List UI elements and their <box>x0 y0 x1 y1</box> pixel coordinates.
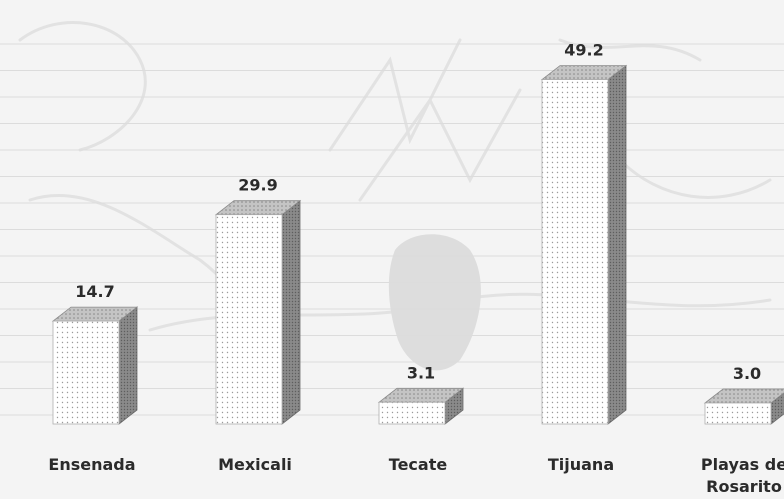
bar-top <box>703 388 784 404</box>
value-label: 49.2 <box>564 41 603 60</box>
bar <box>540 64 628 425</box>
category-label: Mexicali <box>218 455 292 474</box>
category-label: Tecate <box>389 455 448 474</box>
value-label: 29.9 <box>238 176 277 195</box>
bar-side <box>607 64 627 425</box>
bar-front <box>52 320 120 425</box>
value-label: 3.1 <box>407 363 435 382</box>
bar-side <box>118 306 138 425</box>
category-labels: Ensenada Mexicali Tecate Tijuana Playas de Ro… <box>48 455 784 496</box>
bar-front <box>541 79 609 425</box>
category-label: Rosarito <box>706 477 782 496</box>
category-label: Playas de <box>701 455 784 474</box>
category-label: Ensenada <box>48 455 135 474</box>
bar-front <box>704 402 772 425</box>
value-label: 14.7 <box>75 282 114 301</box>
bar <box>703 388 784 425</box>
bar <box>214 199 302 425</box>
value-labels: 14.7 29.9 3.1 49.2 3.0 <box>75 41 761 383</box>
value-label: 3.0 <box>733 364 761 383</box>
bar <box>377 387 465 425</box>
bars <box>51 64 784 425</box>
bar-front <box>378 401 446 425</box>
bar <box>51 306 139 425</box>
bar-front <box>215 214 283 425</box>
bar-side <box>281 199 301 425</box>
category-label: Tijuana <box>548 455 614 474</box>
